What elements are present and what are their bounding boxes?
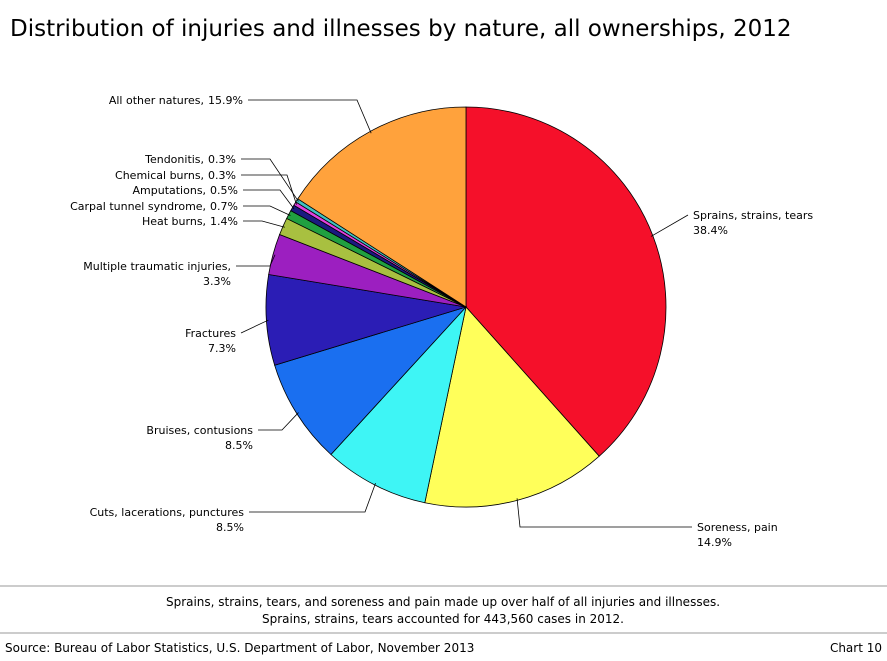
slice-label: Carpal tunnel syndrome, 0.7% (70, 200, 238, 213)
label-value: 8.5% (225, 439, 253, 452)
slice-label: Sprains, strains, tears 38.4% (693, 209, 813, 237)
label-name: Amputations, (133, 184, 207, 197)
leader-line (248, 99, 372, 134)
label-value: 0.5% (210, 184, 238, 197)
slice-label: Cuts, lacerations, punctures 8.5% (90, 506, 245, 534)
label-value: 15.9% (208, 94, 243, 107)
leader-line (241, 174, 297, 205)
label-value: 1.4% (210, 215, 238, 228)
label-value: 7.3% (208, 342, 236, 355)
label-name: Heat burns, (142, 215, 206, 228)
slice-label: Multiple traumatic injuries, 3.3% (83, 260, 231, 288)
label-value: 0.3% (208, 169, 236, 182)
label-value: 38.4% (693, 224, 728, 237)
label-name: Cuts, lacerations, punctures (90, 506, 245, 519)
slice-label: All other natures, 15.9% (109, 94, 243, 107)
slice-label: Tendonitis, 0.3% (144, 153, 236, 166)
label-value: 8.5% (216, 521, 244, 534)
slice-label: Fractures 7.3% (185, 327, 236, 355)
leader-line (650, 214, 689, 237)
label-name: Multiple traumatic injuries, (83, 260, 231, 273)
leader-line (236, 254, 276, 267)
label-value: 14.9% (697, 536, 732, 549)
chart-title: Distribution of injuries and illnesses b… (10, 16, 792, 42)
chart-label: Chart 10 (830, 641, 882, 655)
slice-label: Heat burns, 1.4% (142, 215, 238, 228)
leader-line (243, 220, 285, 228)
label-name: Bruises, contusions (146, 424, 253, 437)
leader-line (243, 189, 295, 210)
leader-line (240, 319, 269, 334)
label-name: Carpal tunnel syndrome, (70, 200, 206, 213)
slice-label: Amputations, 0.5% (133, 184, 239, 197)
leader-line (258, 412, 299, 431)
slice-label: Bruises, contusions 8.5% (146, 424, 253, 452)
label-name: All other natures, (109, 94, 204, 107)
note: Sprains, strains, tears, and soreness an… (166, 595, 720, 609)
leader-line (243, 205, 291, 216)
slice-label: Soreness, pain 14.9% (697, 521, 778, 549)
label-value: 3.3% (203, 275, 231, 288)
label-name: Soreness, pain (697, 521, 778, 534)
label-value: 0.7% (210, 200, 238, 213)
leader-line (249, 482, 376, 513)
pie-slice (274, 306, 468, 456)
label-name: Chemical burns, (115, 169, 204, 182)
label-name: Fractures (185, 327, 236, 340)
leader-line (241, 158, 299, 202)
label-name: Sprains, strains, tears (693, 209, 813, 222)
label-name: Tendonitis, (144, 153, 204, 166)
label-value: 0.3% (208, 153, 236, 166)
note: Sprains, strains, tears accounted for 44… (262, 612, 624, 626)
slice-label: Chemical burns, 0.3% (115, 169, 236, 182)
leader-line (516, 498, 692, 528)
source: Source: Bureau of Labor Statistics, U.S.… (5, 641, 474, 655)
